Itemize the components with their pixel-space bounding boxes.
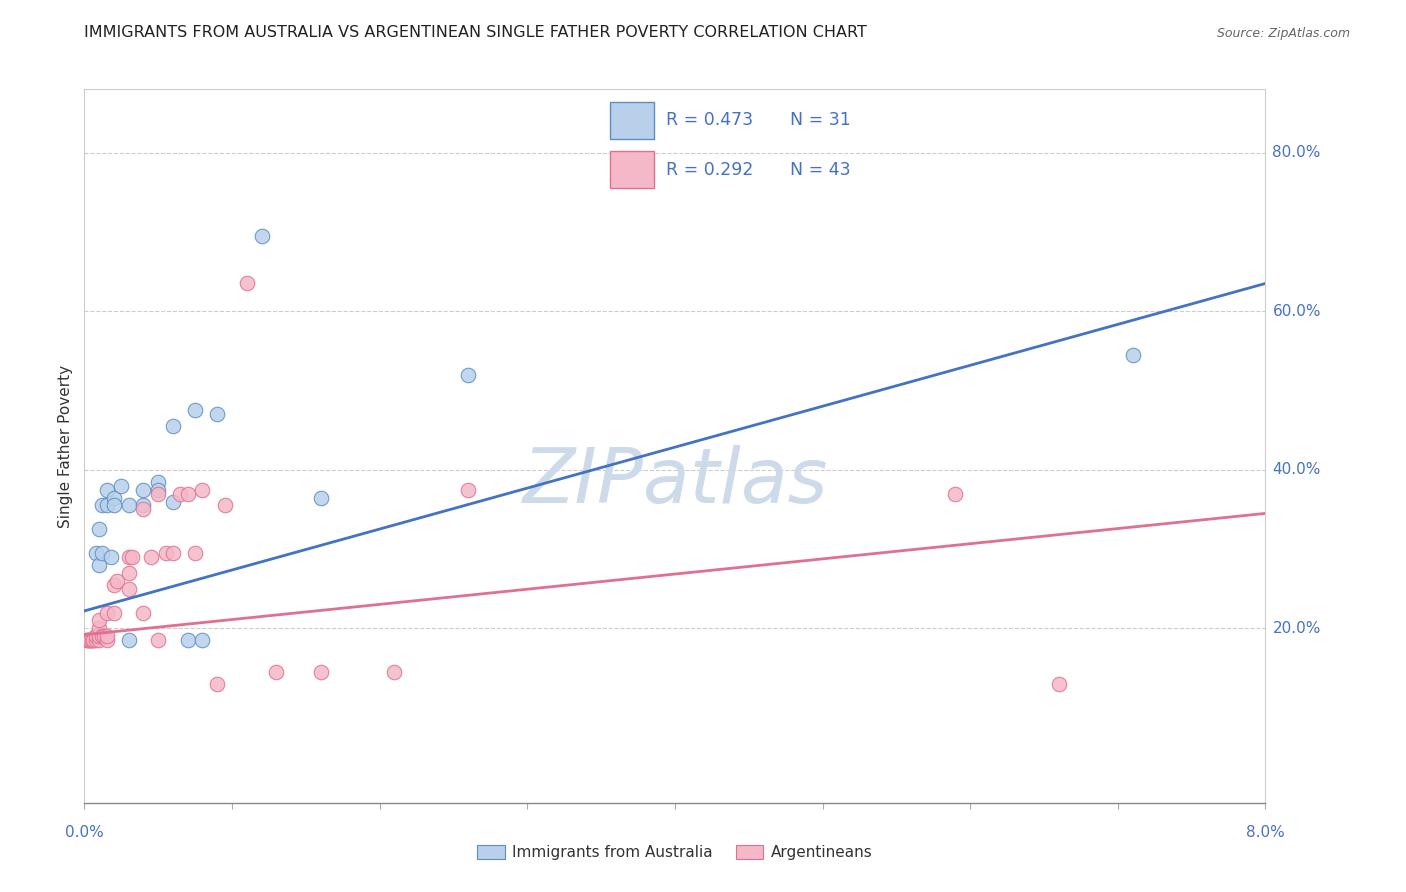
Point — [96, 629, 118, 643]
Point — [177, 633, 200, 648]
Point — [118, 549, 141, 564]
Point — [96, 499, 118, 513]
Point — [1047, 677, 1070, 691]
Point — [82, 633, 104, 648]
Point — [87, 558, 111, 572]
Point — [84, 629, 107, 643]
Point — [162, 419, 184, 434]
Point — [184, 403, 207, 417]
Point — [84, 546, 107, 560]
FancyBboxPatch shape — [610, 102, 654, 139]
Point — [177, 486, 200, 500]
Point — [103, 499, 125, 513]
Point — [132, 502, 155, 516]
Text: N = 43: N = 43 — [790, 161, 862, 178]
Text: 8.0%: 8.0% — [1246, 825, 1285, 840]
Point — [87, 522, 111, 536]
Point — [382, 665, 406, 679]
Point — [118, 499, 141, 513]
Point — [191, 483, 214, 497]
Point — [162, 546, 184, 560]
Text: 60.0%: 60.0% — [1272, 303, 1320, 318]
Point — [79, 633, 101, 648]
Point — [148, 475, 170, 489]
Point — [84, 629, 107, 643]
Point — [250, 228, 273, 243]
Point — [191, 633, 214, 648]
Point — [96, 633, 118, 648]
Point — [148, 633, 170, 648]
Text: ZIPatlas: ZIPatlas — [522, 445, 828, 518]
Point — [1122, 348, 1144, 362]
Y-axis label: Single Father Poverty: Single Father Poverty — [58, 365, 73, 527]
Point — [139, 549, 162, 564]
Point — [80, 633, 103, 648]
Text: R = 0.292: R = 0.292 — [666, 161, 754, 178]
Text: 0.0%: 0.0% — [65, 825, 104, 840]
Point — [87, 629, 111, 643]
Text: 40.0%: 40.0% — [1272, 462, 1320, 477]
Point — [91, 546, 114, 560]
Point — [100, 549, 122, 564]
Point — [105, 574, 128, 588]
Text: IMMIGRANTS FROM AUSTRALIA VS ARGENTINEAN SINGLE FATHER POVERTY CORRELATION CHART: IMMIGRANTS FROM AUSTRALIA VS ARGENTINEAN… — [84, 25, 868, 40]
Text: R = 0.473: R = 0.473 — [666, 112, 754, 129]
Text: 80.0%: 80.0% — [1272, 145, 1320, 161]
Point — [103, 578, 125, 592]
Point — [110, 478, 132, 492]
Point — [155, 546, 177, 560]
Point — [87, 614, 111, 628]
Point — [87, 621, 111, 635]
Point — [205, 407, 228, 421]
Text: Source: ZipAtlas.com: Source: ZipAtlas.com — [1216, 27, 1350, 40]
Point — [309, 491, 332, 505]
Point — [309, 665, 332, 679]
Point — [162, 494, 184, 508]
Point — [84, 633, 107, 648]
Point — [118, 633, 141, 648]
Point — [118, 566, 141, 580]
Point — [91, 499, 114, 513]
Point — [264, 665, 288, 679]
Point — [148, 486, 170, 500]
Point — [103, 606, 125, 620]
Point — [457, 483, 479, 497]
Point — [93, 629, 115, 643]
FancyBboxPatch shape — [610, 151, 654, 188]
Point — [169, 486, 191, 500]
Legend: Immigrants from Australia, Argentineans: Immigrants from Australia, Argentineans — [471, 839, 879, 866]
Point — [96, 483, 118, 497]
Point — [118, 582, 141, 596]
Point — [77, 633, 100, 648]
Point — [76, 633, 98, 648]
Point — [205, 677, 228, 691]
Text: 20.0%: 20.0% — [1272, 621, 1320, 636]
Point — [91, 629, 114, 643]
Point — [79, 633, 101, 648]
Point — [235, 277, 259, 291]
Point — [96, 606, 118, 620]
Point — [148, 483, 170, 497]
Point — [214, 499, 236, 513]
Point — [76, 633, 98, 648]
Point — [87, 633, 111, 648]
Point — [184, 546, 207, 560]
Point — [132, 606, 155, 620]
Point — [132, 483, 155, 497]
Point — [82, 633, 104, 648]
Point — [457, 368, 479, 382]
Point — [132, 499, 155, 513]
Point — [121, 549, 143, 564]
Point — [945, 486, 967, 500]
Point — [103, 491, 125, 505]
Text: N = 31: N = 31 — [790, 112, 862, 129]
